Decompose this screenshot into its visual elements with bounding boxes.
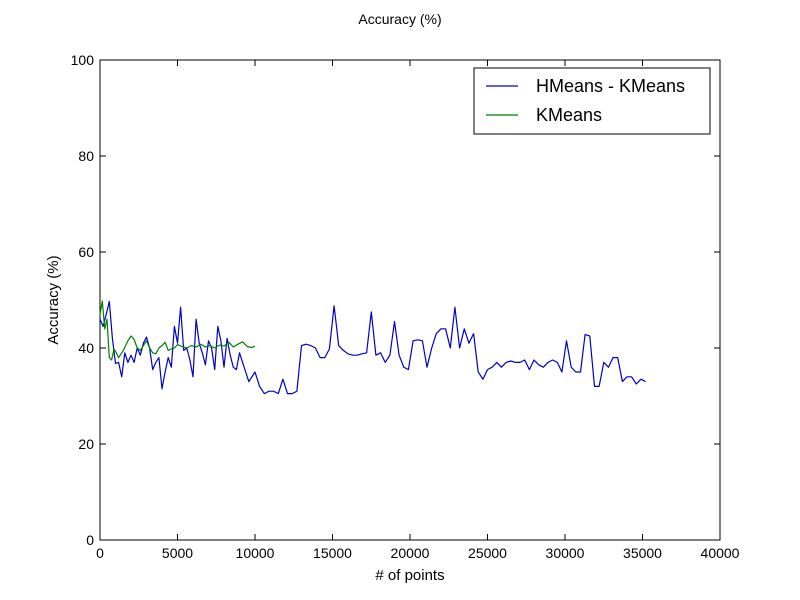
series-layer bbox=[99, 300, 646, 395]
y-tick-label: 60 bbox=[78, 244, 94, 260]
series-line-hmeans-kmeans bbox=[99, 300, 646, 395]
chart-title: Accuracy (%) bbox=[358, 11, 441, 27]
ticks-layer: 0 5000 10000 15000 20000 25000 30000 35000 40000… bbox=[71, 52, 740, 561]
x-tick-label: 10000 bbox=[236, 545, 275, 561]
y-tick-label: 80 bbox=[78, 148, 94, 164]
y-tick-label: 100 bbox=[71, 52, 95, 68]
y-tick-label: 20 bbox=[78, 436, 94, 452]
x-tick-label: 40000 bbox=[701, 545, 740, 561]
legend-entry-kmeans: KMeans bbox=[536, 105, 602, 125]
x-tick-label: 35000 bbox=[623, 545, 662, 561]
y-tick-label: 40 bbox=[78, 340, 94, 356]
y-tick-label: 0 bbox=[86, 532, 94, 548]
legend-frame bbox=[473, 67, 711, 135]
x-tick-label: 5000 bbox=[162, 545, 193, 561]
x-tick-label: 15000 bbox=[313, 545, 352, 561]
legend-entry-hmeans-kmeans: HMeans - KMeans bbox=[536, 76, 685, 96]
x-tick-label: 30000 bbox=[546, 545, 585, 561]
x-tick-label: 25000 bbox=[468, 545, 507, 561]
legend: HMeans - KMeans KMeans bbox=[473, 67, 711, 135]
x-tick-label: 20000 bbox=[391, 545, 430, 561]
x-tick-label: 0 bbox=[96, 545, 104, 561]
y-axis-label: Accuracy (%) bbox=[45, 255, 62, 344]
plot-area: 0 5000 10000 15000 20000 25000 30000 35000 40000… bbox=[71, 52, 740, 561]
series-line-kmeans bbox=[99, 300, 256, 361]
x-axis-label: # of points bbox=[375, 567, 444, 584]
